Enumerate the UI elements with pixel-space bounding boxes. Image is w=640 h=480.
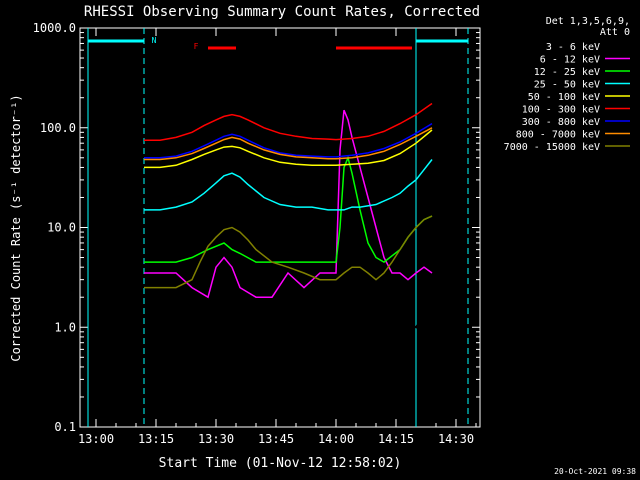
flag-label: N — [152, 36, 157, 45]
legend: Det 1,3,5,6,9,Att 03 - 6 keV 6 - 12 keV12… — [504, 16, 630, 153]
x-axis-label: Start Time (01-Nov-12 12:58:02) — [159, 456, 402, 471]
series-line-0 — [183, 145, 433, 329]
series-line-1 — [144, 109, 433, 299]
series-lines — [144, 102, 433, 329]
x-tick-label: 13:45 — [258, 432, 294, 446]
x-tick-label: 13:15 — [138, 432, 174, 446]
x-tick-label: 13:00 — [78, 432, 114, 446]
legend-entry-label: 50 - 100 keV — [528, 92, 600, 103]
series-line-2 — [144, 155, 433, 264]
series-line-5 — [144, 102, 433, 141]
series-line-4 — [144, 129, 433, 169]
chart-title: RHESSI Observing Summary Count Rates, Co… — [84, 4, 480, 20]
y-tick-label: 0.1 — [54, 420, 76, 434]
legend-entry-label: 7000 - 15000 keV — [504, 142, 600, 153]
x-tick-label: 14:00 — [318, 432, 354, 446]
legend-entry-label: 3 - 6 keV — [546, 42, 600, 53]
series-line-3 — [144, 159, 433, 211]
axes: 13:00 13:15 13:30 13:45 14:00 14:15 14:30 0.1 1.… — [33, 21, 480, 446]
flag-bars: NF — [88, 36, 468, 51]
footer-timestamp: 20-Oct-2021 09:38 — [554, 467, 636, 476]
legend-header-line: Att 0 — [600, 27, 630, 38]
legend-entry-label: 12 - 25 keV — [534, 67, 600, 78]
y-tick-label: 1000.0 — [33, 21, 76, 35]
y-axis-label: Corrected Count Rate (s⁻¹ detector⁻¹) — [9, 94, 23, 361]
legend-entry-label: 100 - 300 keV — [522, 105, 600, 116]
x-tick-label: 14:30 — [438, 432, 474, 446]
legend-entry-label: 6 - 12 keV — [540, 55, 600, 66]
x-tick-label: 14:15 — [378, 432, 414, 446]
vertical-markers — [87, 28, 469, 427]
flag-label: F — [194, 42, 199, 51]
series-line-7 — [144, 127, 433, 161]
legend-entry-label: 25 - 50 keV — [534, 80, 600, 91]
legend-header-line: Det 1,3,5,6,9, — [546, 16, 630, 27]
legend-entry-label: 800 - 7000 keV — [516, 130, 600, 141]
y-tick-label: 100.0 — [40, 121, 76, 135]
legend-entry-label: 300 - 800 keV — [522, 117, 600, 128]
y-tick-label: 10.0 — [47, 221, 76, 235]
series-line-8 — [144, 215, 433, 289]
plot-area — [79, 27, 481, 428]
y-tick-label: 1.0 — [54, 320, 76, 334]
plot-frame — [79, 27, 481, 428]
x-tick-label: 13:30 — [198, 432, 234, 446]
series-line-6 — [144, 122, 433, 159]
